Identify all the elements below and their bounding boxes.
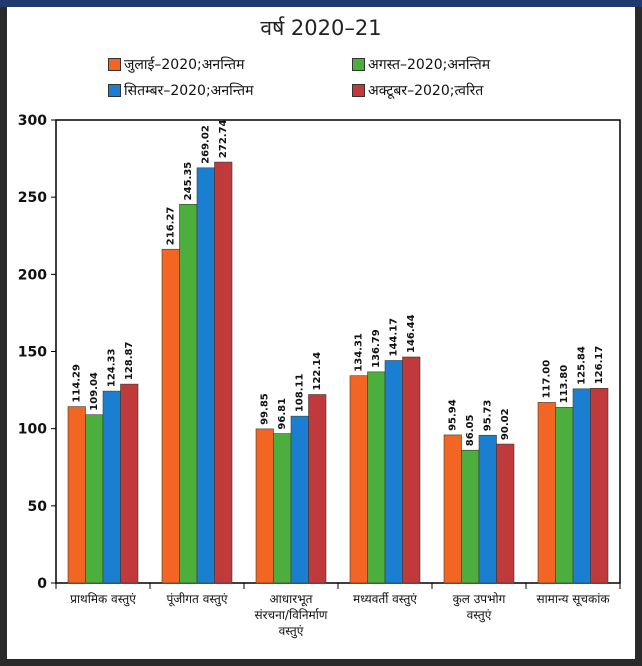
data-label-s1-c0: 109.04 xyxy=(89,372,100,411)
bar-s2-c1 xyxy=(196,167,215,584)
bar-s0-c4 xyxy=(443,434,462,584)
bar-s1-c0 xyxy=(85,414,104,584)
y-tick-label-150: 150 xyxy=(18,345,47,361)
data-label-s2-c1: 269.02 xyxy=(201,125,212,164)
legend-item-oct: अक्टूबर–2020;त्वरित xyxy=(352,81,483,100)
bar-s1-c1 xyxy=(179,204,198,584)
legend-label-jul: जुलाई–2020;अनन्तिम xyxy=(124,57,245,73)
data-label-s3-c3: 146.44 xyxy=(406,314,417,353)
bar-s1-c5 xyxy=(555,407,574,584)
data-label-s2-c4: 95.73 xyxy=(483,400,494,432)
bar-s0-c1 xyxy=(161,248,180,584)
category-label-4-0: कुल उपभोग xyxy=(453,592,506,607)
chart-subtitle: वर्ष 2020–21 xyxy=(260,16,382,40)
y-tick-label-0: 0 xyxy=(37,576,47,592)
data-label-s3-c5: 126.17 xyxy=(594,346,605,385)
data-label-s0-c2: 99.85 xyxy=(260,393,271,425)
bar-s3-c0 xyxy=(120,383,139,584)
data-label-s3-c2: 122.14 xyxy=(312,352,323,391)
category-label-2-2: वस्तुएं xyxy=(279,624,304,639)
data-label-s0-c1: 216.27 xyxy=(166,207,177,246)
plot-area xyxy=(55,119,621,584)
y-tick-label-50: 50 xyxy=(28,499,48,515)
bar-s2-c4 xyxy=(478,434,497,584)
legend-label-sep: सितम्बर–2020;अनन्तिम xyxy=(124,83,254,99)
bar-s0-c2 xyxy=(255,428,274,584)
data-label-s3-c0: 128.87 xyxy=(124,341,135,380)
legend-item-sep: सितम्बर–2020;अनन्तिम xyxy=(108,81,253,100)
y-tick-label-200: 200 xyxy=(18,267,47,283)
data-label-s2-c3: 144.17 xyxy=(389,318,400,357)
data-label-s1-c4: 86.05 xyxy=(465,415,476,447)
data-label-s0-c4: 95.94 xyxy=(448,399,459,431)
y-tick-label-250: 250 xyxy=(18,190,47,206)
data-label-s1-c5: 113.80 xyxy=(559,365,570,404)
category-label-4-1: वस्तुएं xyxy=(467,608,492,623)
data-label-s3-c4: 90.02 xyxy=(500,408,511,440)
bar-s0-c3 xyxy=(349,375,368,584)
title-strip xyxy=(0,0,642,7)
legend-label-aug: अगस्त–2020;अनन्तिम xyxy=(368,57,491,73)
bar-s1-c4 xyxy=(461,449,480,584)
data-label-s1-c3: 136.79 xyxy=(371,329,382,368)
data-label-s3-c1: 272.74 xyxy=(218,119,229,158)
category-label-5-0: सामान्य सूचकांक xyxy=(536,592,610,607)
legend-swatch-oct xyxy=(352,84,365,97)
category-label-2-1: संरचना/विनिर्माण xyxy=(255,608,328,622)
data-label-s2-c2: 108.11 xyxy=(295,374,306,413)
category-label-2-0: आधारभूत xyxy=(270,592,314,607)
bar-s0-c5 xyxy=(537,402,556,584)
bar-s2-c5 xyxy=(572,388,591,584)
category-label-3-0: मध्यवर्ती वस्तुएं xyxy=(353,592,417,607)
data-label-s0-c3: 134.31 xyxy=(354,333,365,372)
data-label-s0-c5: 117.00 xyxy=(542,360,553,399)
data-label-s2-c5: 125.84 xyxy=(577,346,588,385)
bar-s3-c4 xyxy=(496,443,515,584)
bar-s2-c3 xyxy=(384,360,403,584)
y-tick-label-300: 300 xyxy=(18,113,47,129)
bar-s2-c2 xyxy=(290,415,309,584)
legend-item-aug: अगस्त–2020;अनन्तिम xyxy=(352,55,490,74)
bar-s2-c0 xyxy=(102,390,121,584)
data-label-s1-c1: 245.35 xyxy=(183,162,194,201)
legend-swatch-jul xyxy=(108,58,121,71)
data-label-s0-c0: 114.29 xyxy=(72,364,83,403)
y-tick-label-100: 100 xyxy=(18,422,47,438)
bar-s3-c5 xyxy=(590,387,609,584)
bar-s3-c3 xyxy=(402,356,421,584)
category-label-0-0: प्राथमिक वस्तुएं xyxy=(70,592,136,607)
legend-label-oct: अक्टूबर–2020;त्वरित xyxy=(368,83,484,99)
legend-item-jul: जुलाई–2020;अनन्तिम xyxy=(108,55,244,74)
bar-s0-c0 xyxy=(67,406,86,584)
category-label-1-0: पूंजीगत वस्तुएं xyxy=(166,592,227,607)
bar-s1-c2 xyxy=(273,433,292,584)
legend-swatch-aug xyxy=(352,58,365,71)
bar-s3-c2 xyxy=(308,394,327,584)
bar-s1-c3 xyxy=(367,371,386,584)
data-label-s2-c0: 124.33 xyxy=(107,348,118,387)
data-label-s1-c2: 96.81 xyxy=(277,398,288,430)
bar-s3-c1 xyxy=(214,161,233,584)
legend-swatch-sep xyxy=(108,84,121,97)
